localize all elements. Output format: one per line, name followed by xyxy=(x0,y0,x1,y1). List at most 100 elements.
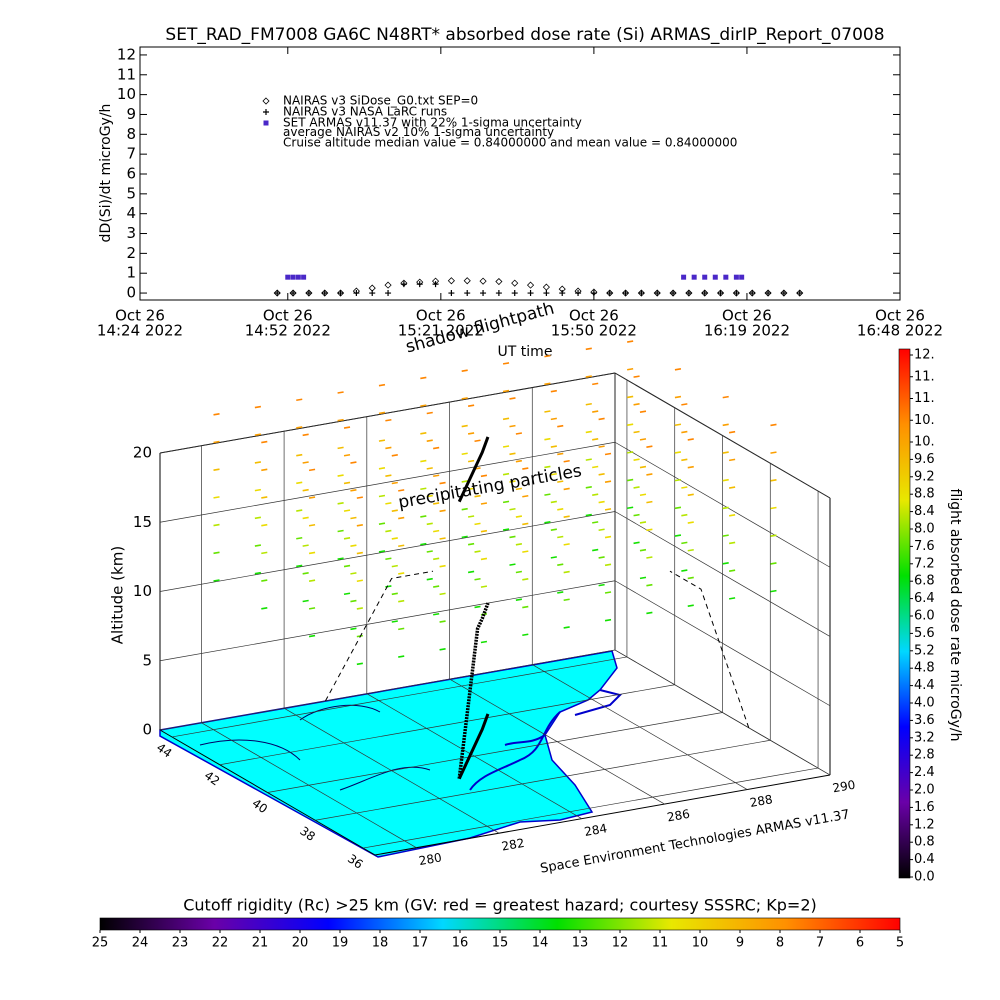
particle-dose xyxy=(604,563,612,567)
particle-dose xyxy=(674,506,682,510)
colorbar-tick-label: 16 xyxy=(452,936,469,951)
particle-dose xyxy=(420,404,427,407)
x-tick-label: Oct 26 xyxy=(115,307,165,325)
colorbar-tick-label: 22 xyxy=(212,936,229,951)
particle-dose xyxy=(474,605,481,609)
particle-dose xyxy=(439,481,446,485)
grid-line xyxy=(159,511,616,592)
particle-dose xyxy=(385,585,392,588)
particle-dose xyxy=(474,494,481,498)
particle-dose xyxy=(728,430,736,434)
y-tick-label: 7 xyxy=(126,145,136,163)
particle-dose xyxy=(502,417,510,421)
particle-dose xyxy=(467,459,475,463)
y-axis-label: dD(Si)/dt microGy/h xyxy=(98,104,114,243)
x-tick-label: 14:24 2022 xyxy=(97,322,183,340)
particle-dose xyxy=(502,362,510,365)
colorbar-tick-label: 12 xyxy=(612,936,629,951)
particle-dose xyxy=(646,445,653,449)
marker xyxy=(495,277,503,286)
particle-dose xyxy=(433,557,440,561)
particle-dose xyxy=(681,403,688,406)
particle-dose xyxy=(461,424,468,428)
particle-dose xyxy=(391,564,398,568)
marker xyxy=(463,277,471,285)
particle-dose xyxy=(420,376,427,380)
particle-dose xyxy=(563,543,570,546)
particle-dose xyxy=(296,453,303,457)
flight-projection-side xyxy=(669,570,750,728)
particle-dose xyxy=(356,524,363,527)
colorbar-tick-label: 13 xyxy=(572,936,589,951)
x-axis-label: UT time xyxy=(498,344,553,360)
particle-dose xyxy=(343,481,351,485)
particle-dose xyxy=(639,576,647,580)
particle-dose xyxy=(687,438,694,441)
particle-dose xyxy=(467,542,475,546)
marker xyxy=(543,290,550,297)
particle-dose xyxy=(592,465,599,469)
particle-dose xyxy=(480,585,488,588)
z-tick-label: 20 xyxy=(133,444,152,462)
grid-line xyxy=(614,649,831,776)
marker xyxy=(575,290,582,297)
marker xyxy=(621,289,630,297)
particle-dose xyxy=(770,506,777,510)
particle-dose xyxy=(302,488,309,492)
chart-title: SET_RAD_FM7008 GA6C N48RT* absorbed dose… xyxy=(165,25,884,45)
particle-dose xyxy=(378,494,386,498)
particle-dose xyxy=(337,418,344,422)
particle-dose xyxy=(646,611,653,615)
colorbar-tick-label: 4.0 xyxy=(914,696,935,711)
particle-dose xyxy=(509,452,516,456)
grid-line xyxy=(159,441,616,523)
marker xyxy=(764,289,772,297)
lon-tick-label: 288 xyxy=(749,792,774,810)
marker xyxy=(262,97,270,105)
colorbar-tick-label: 3.6 xyxy=(914,713,935,728)
lat-tick-label: 36 xyxy=(345,852,366,872)
particle-dose xyxy=(633,458,640,462)
particle-dose xyxy=(302,544,309,547)
y-tick-label: 5 xyxy=(126,184,136,202)
particle-dose xyxy=(522,633,529,637)
annotation: precipitating particles xyxy=(397,461,584,513)
particle-dose xyxy=(592,521,599,524)
particle-dose xyxy=(439,620,446,623)
colorbar-tick-label: 8 xyxy=(776,936,784,951)
x-tick-label: Oct 26 xyxy=(875,307,925,325)
particle-dose xyxy=(467,570,475,574)
particle-dose xyxy=(627,340,634,343)
particle-dose xyxy=(308,523,316,527)
y-tick-label: 11 xyxy=(117,65,136,83)
particle-dose xyxy=(639,521,647,524)
x-tick-label: 14:52 2022 xyxy=(245,322,331,340)
marker xyxy=(511,279,519,287)
grid-line xyxy=(362,767,819,849)
grid-line xyxy=(159,580,616,662)
particle-dose xyxy=(461,480,468,483)
marker xyxy=(654,290,661,297)
particle-dose xyxy=(254,571,262,575)
particle-dose xyxy=(681,541,688,545)
particle-dose xyxy=(439,647,446,651)
particle-dose xyxy=(398,572,405,575)
grid-line xyxy=(219,684,675,766)
particle-dose xyxy=(633,403,640,406)
lat-tick-label: 42 xyxy=(202,768,223,788)
particle-dose xyxy=(391,620,398,623)
particle-dose xyxy=(426,439,433,442)
particle-dose xyxy=(563,626,570,629)
particle-dose xyxy=(674,423,682,427)
particle-dose xyxy=(515,432,523,435)
y-tick-label: 0 xyxy=(126,284,136,302)
particle-dose xyxy=(502,472,510,476)
marker xyxy=(739,274,745,280)
particle-dose xyxy=(722,562,729,565)
marker xyxy=(289,289,297,297)
colorbar-tick-label: 0.4 xyxy=(914,852,935,867)
marker xyxy=(796,289,804,297)
colorbar-tick-label: 5.2 xyxy=(914,643,935,658)
particle-dose xyxy=(633,430,640,434)
particle-dose xyxy=(509,507,516,511)
